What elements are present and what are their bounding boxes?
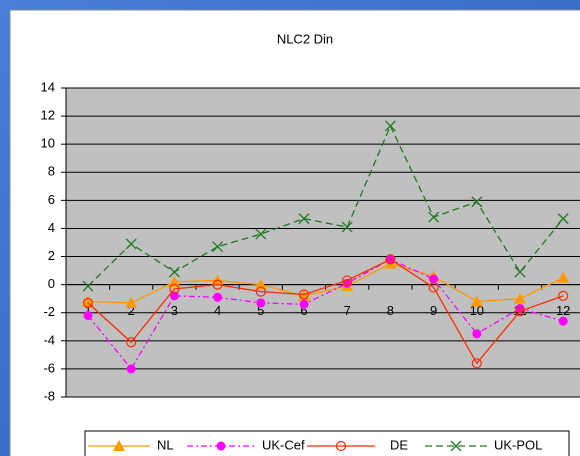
x-tick-label: 2 [128,303,135,318]
y-tick-label: -4 [43,332,55,347]
y-tick-label: 6 [48,192,55,207]
x-tick-label: 12 [556,303,570,318]
data-point [168,266,180,278]
data-point [471,196,483,208]
data-point [471,358,482,369]
legend-label: UK-Cef [262,437,305,452]
data-point [255,286,266,297]
x-tick-label: 5 [257,303,264,318]
data-point [514,266,526,278]
y-tick-label: -6 [43,360,55,375]
y-tick-label: 0 [48,276,55,291]
x-tick-label: 7 [344,303,351,318]
data-point [472,329,482,339]
data-point [255,228,267,240]
y-tick-label: 8 [48,164,55,179]
data-point [125,238,137,250]
data-point [558,290,569,301]
data-point [428,211,440,223]
legend-marker [113,440,125,451]
legend-marker [216,441,226,451]
y-tick-label: -8 [43,388,55,403]
y-tick-label: -2 [43,304,55,319]
data-point [514,306,526,317]
series-line [87,258,564,371]
data-point [428,282,439,293]
data-point [83,311,93,321]
data-point [82,280,94,292]
data-point [256,298,266,308]
data-point [213,292,223,302]
plot-area [65,87,580,398]
data-point [385,254,396,265]
series-line [87,262,564,304]
legend [84,430,570,456]
legend-label: NL [157,437,174,452]
data-point [82,297,94,308]
data-point [298,289,310,300]
data-point [384,120,396,132]
series-line [87,258,564,365]
x-tick-label: 6 [300,303,307,318]
data-point [514,292,526,304]
data-point [557,213,569,225]
x-tick-label: 8 [387,303,394,318]
data-point [82,295,94,307]
y-tick-label: 10 [41,136,55,151]
data-point [342,275,353,286]
y-tick-label: 14 [41,79,55,94]
data-point [169,283,180,294]
chart-title: NLC2 Din [277,31,333,46]
data-point [126,337,137,348]
legend-label: UK-POL [494,437,542,452]
y-tick-label: 12 [41,108,55,123]
data-point [212,279,223,290]
data-point [299,299,309,309]
data-point [470,295,483,307]
data-point [169,291,179,301]
data-point [126,364,136,374]
x-tick-label: 9 [430,303,437,318]
data-point [298,213,310,225]
data-point [125,296,138,308]
data-point [429,274,439,284]
x-tick-label: 3 [171,303,178,318]
data-point [168,275,181,287]
x-tick-label: 1 [84,303,91,318]
data-point [558,316,568,326]
data-point [254,278,267,290]
legend-marker [450,440,462,452]
x-tick-label: 10 [470,303,484,318]
data-point [557,271,570,283]
data-point [212,241,224,253]
y-tick-label: 4 [48,220,55,235]
x-tick-label: 4 [214,303,221,318]
legend-marker [335,440,347,452]
data-point [341,221,353,233]
y-tick-label: 2 [48,248,55,263]
legend-label: DE [390,437,408,452]
series-line [87,124,564,287]
